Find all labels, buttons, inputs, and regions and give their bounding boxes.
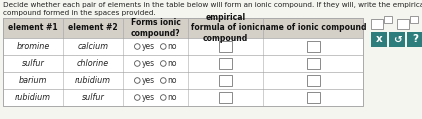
Bar (306, 75, 319, 86)
Text: name of ionic compound: name of ionic compound (260, 23, 366, 32)
Bar (219, 92, 232, 103)
Text: ?: ? (412, 35, 418, 45)
Bar (3, 18, 363, 38)
Text: element #1: element #1 (8, 23, 58, 32)
Text: sulfur: sulfur (81, 93, 104, 102)
Bar (219, 58, 232, 69)
Text: empirical
formula of ionic
compound: empirical formula of ionic compound (191, 13, 260, 43)
Text: yes: yes (141, 93, 154, 102)
Bar (3, 72, 363, 89)
Bar (219, 41, 232, 52)
Bar (3, 18, 363, 106)
Bar (407, 32, 422, 47)
Text: x: x (376, 35, 382, 45)
Bar (371, 19, 383, 29)
Bar (3, 89, 363, 106)
Bar (306, 58, 319, 69)
Text: chlorine: chlorine (77, 59, 109, 68)
Text: yes: yes (141, 42, 154, 51)
Bar (219, 75, 232, 86)
Bar (410, 16, 418, 23)
Text: compound formed in the spaces provided.: compound formed in the spaces provided. (3, 10, 156, 16)
Text: sulfur: sulfur (22, 59, 44, 68)
Text: yes: yes (141, 76, 154, 85)
Text: no: no (167, 42, 177, 51)
Text: bromine: bromine (16, 42, 50, 51)
Bar (3, 18, 363, 38)
Text: ↺: ↺ (392, 35, 401, 45)
Bar (3, 38, 363, 55)
Bar (3, 55, 363, 72)
Text: calcium: calcium (78, 42, 108, 51)
Text: element #2: element #2 (68, 23, 118, 32)
Text: Decide whether each pair of elements in the table below will form an ionic compo: Decide whether each pair of elements in … (3, 2, 422, 8)
Text: Forms ionic
compound?: Forms ionic compound? (130, 18, 181, 38)
Bar (384, 16, 392, 23)
Text: no: no (167, 93, 177, 102)
Text: no: no (167, 59, 177, 68)
Bar (371, 32, 387, 47)
Text: rubidium: rubidium (15, 93, 51, 102)
Text: rubidium: rubidium (75, 76, 111, 85)
Text: barium: barium (19, 76, 47, 85)
Bar (389, 32, 405, 47)
Bar (306, 41, 319, 52)
Bar (397, 19, 409, 29)
Text: yes: yes (141, 59, 154, 68)
Bar (306, 92, 319, 103)
Text: no: no (167, 76, 177, 85)
